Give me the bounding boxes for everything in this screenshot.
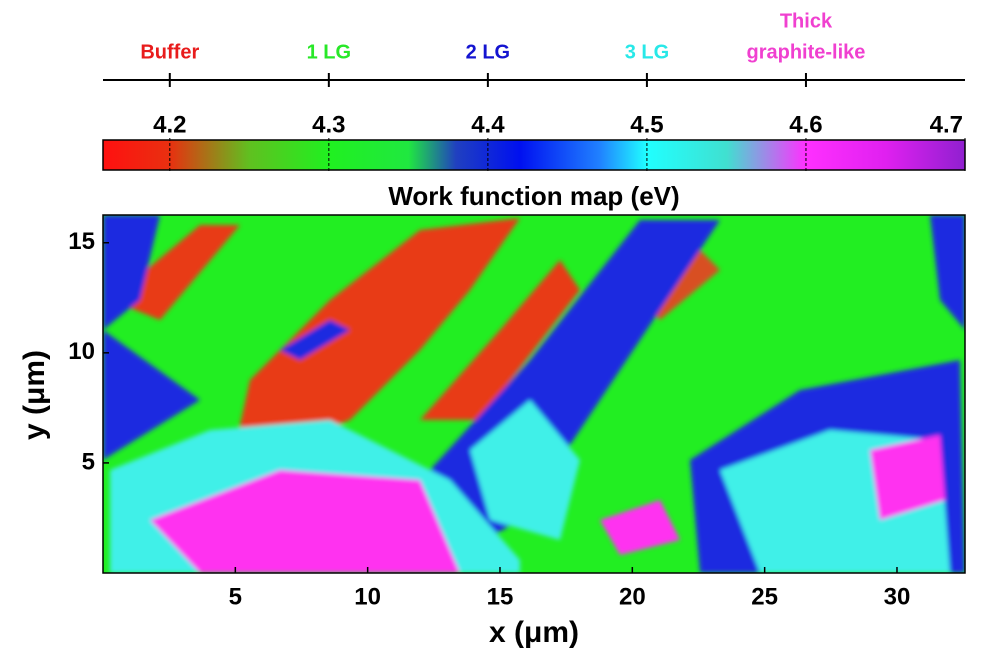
colorbar-tick-label: 4.7 xyxy=(930,111,963,138)
colorbar-tick-label: 4.3 xyxy=(312,111,345,138)
x-tick-label: 20 xyxy=(619,583,646,610)
colorbar-tick-label: 4.5 xyxy=(630,111,663,138)
layer-label: 3 LG xyxy=(625,41,669,63)
layer-label: 1 LG xyxy=(307,41,351,63)
x-tick-label: 10 xyxy=(354,583,381,610)
layer-label: Buffer xyxy=(140,41,199,63)
y-axis-label: y (μm) xyxy=(18,350,51,440)
y-tick-label: 10 xyxy=(68,338,95,365)
y-tick-label: 15 xyxy=(68,228,95,255)
colorbar-tick-label: 4.4 xyxy=(471,111,505,138)
layer-label: graphite-like xyxy=(746,41,865,63)
chart-title: Work function map (eV) xyxy=(388,181,679,211)
work-function-map xyxy=(103,215,965,573)
colorbar-tick-label: 4.6 xyxy=(789,111,822,138)
x-tick-label: 15 xyxy=(487,583,514,610)
x-tick-label: 30 xyxy=(884,583,911,610)
plot-frame xyxy=(102,214,966,574)
colorbar-tick-label: 4.2 xyxy=(153,111,186,138)
x-tick-label: 5 xyxy=(229,583,242,610)
x-tick-label: 25 xyxy=(751,583,778,610)
y-tick-label: 5 xyxy=(82,448,95,475)
colorbar xyxy=(102,139,966,171)
layer-label: 2 LG xyxy=(466,41,510,63)
layer-label: Thick xyxy=(780,10,833,32)
x-axis-label: x (μm) xyxy=(489,616,579,649)
